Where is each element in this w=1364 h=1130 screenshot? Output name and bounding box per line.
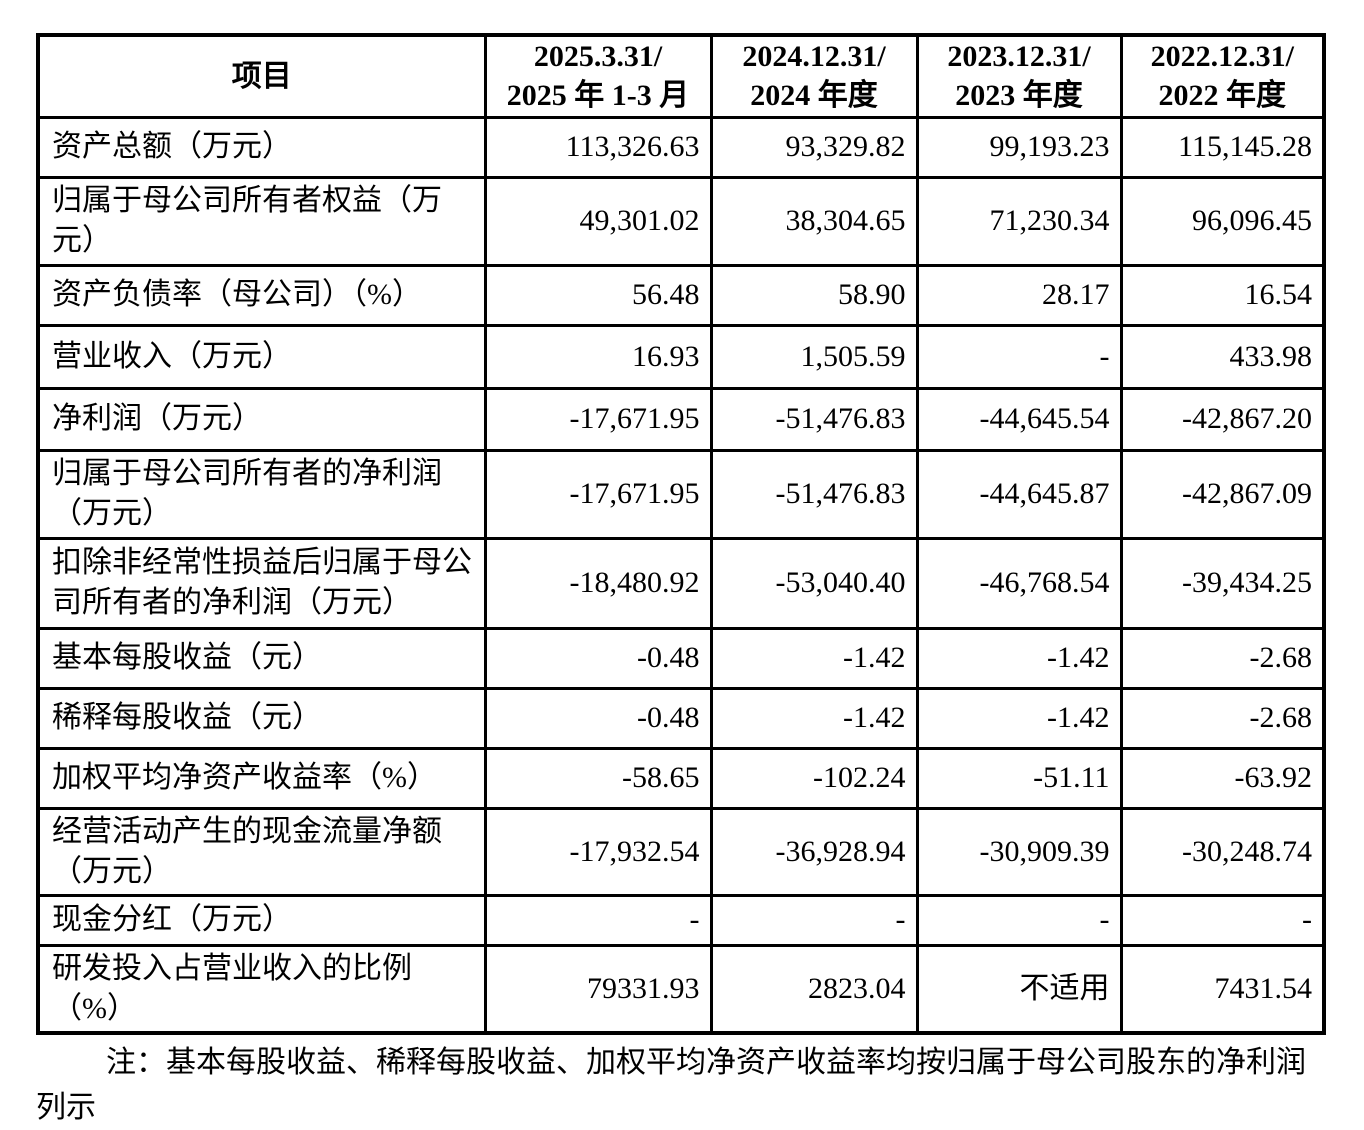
table-cell: -44,645.54 (915, 386, 1123, 452)
table-row: 营业收入（万元） 16.93 1,505.59 - 433.98 (36, 323, 1326, 390)
table-cell: -42,867.20 (1119, 386, 1326, 452)
table-cell: 115,145.28 (1119, 115, 1326, 179)
row-label: 资产负债率（母公司）（%） (36, 263, 487, 327)
row-label: 基本每股收益（元） (36, 626, 487, 690)
table-cell: -1.42 (709, 686, 919, 750)
footnote: 注：基本每股收益、稀释每股收益、加权平均净资产收益率均按归属于母公司股东的净利润… (36, 1046, 1306, 1124)
table-cell: -30,248.74 (1119, 806, 1326, 897)
table-row: 稀释每股收益（元） -0.48 -1.42 -1.42 -2.68 (36, 686, 1326, 750)
row-label: 现金分红（万元） (36, 893, 487, 947)
row-label: 净利润（万元） (36, 386, 487, 452)
table-cell: 433.98 (1119, 323, 1326, 390)
table-cell: -1.42 (709, 626, 919, 690)
financial-summary-table: 项目 2025.3.31/ 2025 年 1-3 月 2024.12.31/ 2… (36, 33, 1326, 1035)
column-header-line2: 2023 年度 (955, 79, 1083, 113)
table-row: 资产总额（万元） 113,326.63 93,329.82 99,193.23 … (36, 115, 1326, 179)
table-row: 加权平均净资产收益率（%） -58.65 -102.24 -51.11 -63.… (36, 746, 1326, 810)
table-cell: -17,671.95 (483, 386, 713, 452)
table-cell: 96,096.45 (1119, 175, 1326, 267)
column-header-2025: 2025.3.31/ 2025 年 1-3 月 (483, 33, 713, 119)
table-cell: 99,193.23 (915, 115, 1123, 179)
table-cell: 16.54 (1119, 263, 1326, 327)
table-cell: - (709, 893, 919, 947)
row-label: 归属于母公司所有者权益（万元） (36, 175, 487, 267)
table-row: 经营活动产生的现金流量净额（万元） -17,932.54 -36,928.94 … (36, 806, 1326, 897)
table-cell: - (915, 893, 1123, 947)
table-cell: 71,230.34 (915, 175, 1123, 267)
table-cell: 28.17 (915, 263, 1123, 327)
table-cell: -36,928.94 (709, 806, 919, 897)
column-header-line2: 2025 年 1-3 月 (506, 79, 690, 113)
table-cell: 49,301.02 (483, 175, 713, 267)
column-header-item: 项目 (36, 33, 487, 119)
table-cell: -39,434.25 (1119, 536, 1326, 630)
row-label: 稀释每股收益（元） (36, 686, 487, 750)
table-cell: -63.92 (1119, 746, 1326, 810)
column-header-line1: 2024.12.31/ (742, 40, 886, 74)
table-cell: - (915, 323, 1123, 390)
row-label: 营业收入（万元） (36, 323, 487, 390)
row-label: 扣除非经常性损益后归属于母公司所有者的净利润（万元） (36, 536, 487, 630)
table-cell: -46,768.54 (915, 536, 1123, 630)
table-cell: -2.68 (1119, 686, 1326, 750)
table-cell: - (483, 893, 713, 947)
table-cell: 79331.93 (483, 943, 713, 1034)
column-header-line1: 2025.3.31/ (533, 40, 663, 74)
column-header-2023: 2023.12.31/ 2023 年度 (915, 33, 1123, 119)
table-cell: 2823.04 (709, 943, 919, 1034)
row-label: 加权平均净资产收益率（%） (36, 746, 487, 810)
table-row: 归属于母公司所有者的净利润（万元） -17,671.95 -51,476.83 … (36, 448, 1326, 540)
table-cell: -1.42 (915, 686, 1123, 750)
column-header-line1: 2023.12.31/ (947, 40, 1091, 74)
table-cell: -0.48 (483, 686, 713, 750)
row-label: 归属于母公司所有者的净利润（万元） (36, 448, 487, 540)
table-cell: -53,040.40 (709, 536, 919, 630)
column-header-2024: 2024.12.31/ 2024 年度 (709, 33, 919, 119)
table-cell: -17,671.95 (483, 448, 713, 540)
table-cell: 7431.54 (1119, 943, 1326, 1034)
table-cell: 93,329.82 (709, 115, 919, 179)
table-cell: 38,304.65 (709, 175, 919, 267)
table-cell: -51.11 (915, 746, 1123, 810)
table-cell: -30,909.39 (915, 806, 1123, 897)
table-row: 扣除非经常性损益后归属于母公司所有者的净利润（万元） -18,480.92 -5… (36, 536, 1326, 630)
column-header-line1: 2022.12.31/ (1150, 40, 1294, 74)
table-cell: -42,867.09 (1119, 448, 1326, 540)
table-row: 现金分红（万元） - - - - (36, 893, 1326, 947)
table-cell: -51,476.83 (709, 386, 919, 452)
column-header-line2: 2024 年度 (750, 79, 878, 113)
table-cell: 16.93 (483, 323, 713, 390)
table-row: 资产负债率（母公司）（%） 56.48 58.90 28.17 16.54 (36, 263, 1326, 327)
row-label: 研发投入占营业收入的比例（%） (36, 943, 487, 1034)
table-row: 研发投入占营业收入的比例（%） 79331.93 2823.04 不适用 743… (36, 943, 1326, 1034)
table-cell: -58.65 (483, 746, 713, 810)
table-row: 基本每股收益（元） -0.48 -1.42 -1.42 -2.68 (36, 626, 1326, 690)
table-cell: 58.90 (709, 263, 919, 327)
table-row: 归属于母公司所有者权益（万元） 49,301.02 38,304.65 71,2… (36, 175, 1326, 267)
table-cell: -18,480.92 (483, 536, 713, 630)
table-cell: -2.68 (1119, 626, 1326, 690)
table-cell: 不适用 (915, 943, 1123, 1034)
table-cell: -102.24 (709, 746, 919, 810)
table-cell: - (1119, 893, 1326, 947)
table-cell: -17,932.54 (483, 806, 713, 897)
row-label: 资产总额（万元） (36, 115, 487, 179)
table-cell: -51,476.83 (709, 448, 919, 540)
table-row: 净利润（万元） -17,671.95 -51,476.83 -44,645.54… (36, 386, 1326, 452)
table-cell: 1,505.59 (709, 323, 919, 390)
table-cell: -0.48 (483, 626, 713, 690)
row-label: 经营活动产生的现金流量净额（万元） (36, 806, 487, 897)
column-header-2022: 2022.12.31/ 2022 年度 (1119, 33, 1326, 119)
table-cell: 56.48 (483, 263, 713, 327)
table-cell: -1.42 (915, 626, 1123, 690)
table-cell: 113,326.63 (483, 115, 713, 179)
column-header-line2: 2022 年度 (1158, 79, 1287, 113)
table-cell: -44,645.87 (915, 448, 1123, 540)
header-row: 项目 2025.3.31/ 2025 年 1-3 月 2024.12.31/ 2… (36, 33, 1326, 119)
